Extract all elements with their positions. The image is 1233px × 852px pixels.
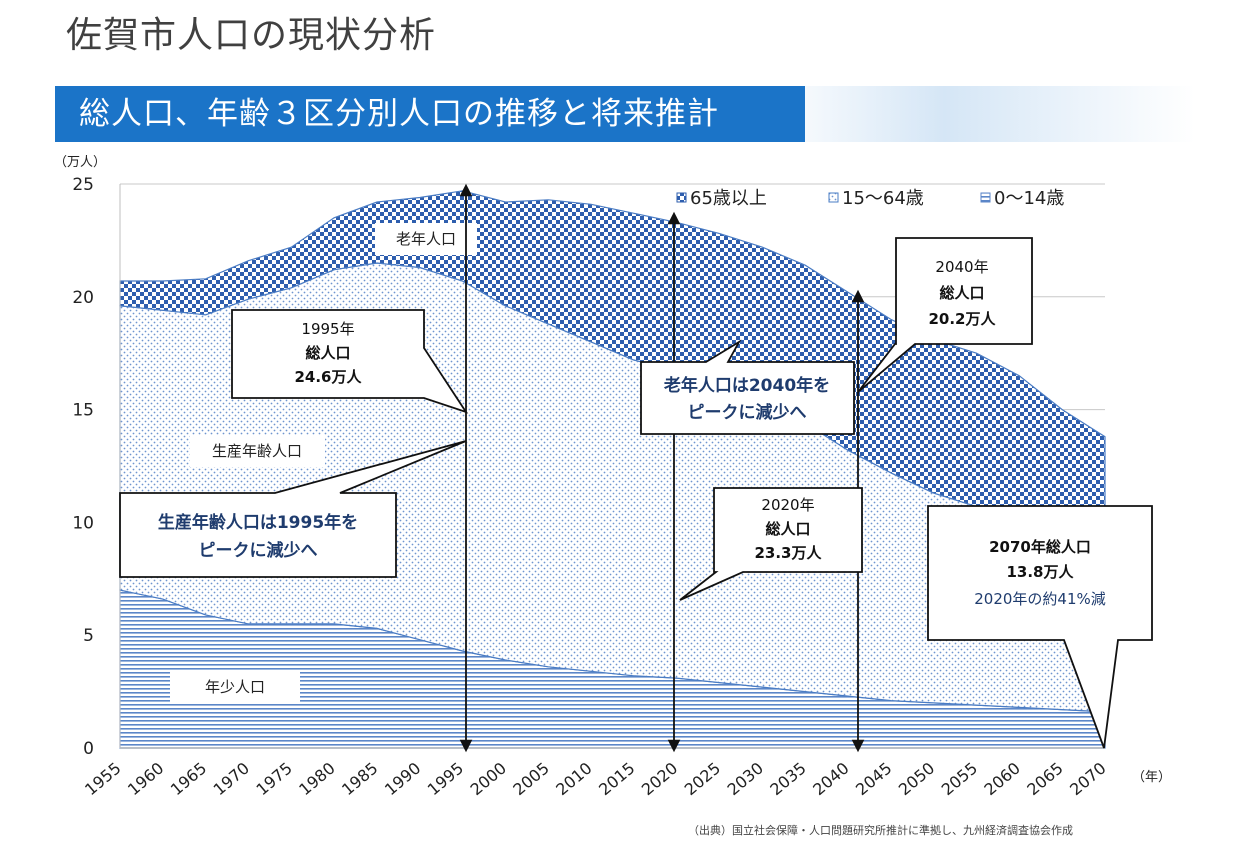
svg-text:2020年: 2020年	[761, 496, 814, 514]
svg-text:24.6万人: 24.6万人	[294, 368, 362, 386]
x-tick-label: 1985	[338, 759, 381, 800]
callout-1995-total: 1995年 総人口 24.6万人	[231, 309, 469, 414]
region-label-child: 年少人口	[170, 670, 300, 704]
x-tick-label: 2055	[938, 759, 981, 800]
x-tick-label: 2005	[509, 759, 552, 800]
callout-2070-total: 2070年総人口 13.8万人 2020年の約41%減	[927, 505, 1153, 749]
region-label-working: 生産年齢人口	[190, 435, 325, 467]
legend-label-0-14: 0〜14歳	[994, 188, 1064, 209]
x-tick-label: 1965	[167, 759, 210, 800]
svg-text:生産年齢人口は1995年を: 生産年齢人口は1995年を	[158, 512, 358, 533]
svg-text:20.2万人: 20.2万人	[928, 310, 996, 328]
legend-swatch-0-14	[980, 192, 991, 203]
x-tick-labels: 1955 1960 1965 1970 1975 1980 1985 1990 1995 2000…	[81, 759, 1109, 800]
callout-2040-total: 2040年 総人口 20.2万人	[857, 237, 1033, 393]
svg-text:老年人口: 老年人口	[396, 230, 456, 248]
svg-text:総人口: 総人口	[939, 284, 984, 302]
svg-text:1995年: 1995年	[301, 320, 354, 338]
x-tick-label: 2050	[895, 759, 938, 800]
callout-elderly-peak: 老年人口は2040年を ピークに減少へ	[640, 339, 855, 435]
legend-label-15-64: 15〜64歳	[842, 188, 924, 209]
svg-text:13.8万人: 13.8万人	[1006, 563, 1074, 581]
svg-text:23.3万人: 23.3万人	[754, 544, 822, 562]
x-tick-label: 2060	[981, 759, 1024, 800]
y-tick-labels: 0 5 10 15 20 25	[72, 175, 94, 759]
svg-text:総人口: 総人口	[305, 344, 350, 362]
legend-swatch-15-64	[828, 192, 839, 203]
svg-text:2020年の約41%減: 2020年の約41%減	[974, 590, 1106, 608]
region-label-elderly: 老年人口	[375, 223, 477, 255]
x-tick-label: 2035	[766, 759, 809, 800]
x-tick-label: 1990	[381, 759, 424, 800]
svg-text:老年人口は2040年を: 老年人口は2040年を	[663, 375, 830, 396]
x-tick-label: 2070	[1066, 759, 1109, 800]
x-tick-label: 2030	[724, 759, 767, 800]
callout-2020-total: 2020年 総人口 23.3万人	[679, 487, 863, 601]
source-note: （出典）国立社会保障・人口問題研究所推計に準拠し、九州経済調査協会作成	[688, 824, 1073, 837]
svg-text:生産年齢人口: 生産年齢人口	[212, 442, 302, 460]
x-tick-label: 1955	[81, 759, 124, 800]
svg-text:2040年: 2040年	[935, 258, 988, 276]
x-tick-label: 1975	[252, 759, 295, 800]
x-unit-label: （年）	[1132, 770, 1171, 785]
x-tick-label: 1960	[124, 759, 167, 800]
x-tick-label: 1980	[295, 759, 338, 800]
legend-swatch-65-plus	[676, 192, 687, 203]
svg-text:ピークに減少へ: ピークに減少へ	[688, 402, 807, 423]
x-tick-label: 2010	[552, 759, 595, 800]
y-tick-label: 25	[72, 175, 94, 195]
x-tick-label: 2065	[1023, 759, 1066, 800]
x-tick-label: 2025	[681, 759, 724, 800]
page-title: 佐賀市人口の現状分析	[66, 15, 437, 56]
y-unit-label: （万人）	[54, 155, 106, 170]
svg-text:2070年総人口: 2070年総人口	[989, 538, 1091, 556]
svg-text:ピークに減少へ: ピークに減少へ	[199, 540, 318, 561]
x-tick-label: 2000	[467, 759, 510, 800]
svg-text:年少人口: 年少人口	[205, 678, 265, 696]
x-tick-label: 2015	[595, 759, 638, 800]
legend-label-65-plus: 65歳以上	[690, 188, 767, 209]
y-tick-label: 10	[72, 513, 94, 533]
x-tick-label: 1995	[424, 759, 467, 800]
x-tick-label: 2040	[809, 759, 852, 800]
y-tick-label: 20	[72, 288, 94, 308]
callout-working-peak: 生産年齢人口は1995年を ピークに減少へ	[119, 440, 467, 578]
svg-text:総人口: 総人口	[765, 520, 810, 538]
x-tick-label: 2045	[852, 759, 895, 800]
y-tick-label: 0	[83, 739, 94, 759]
y-tick-label: 5	[83, 626, 94, 646]
y-tick-label: 15	[72, 401, 94, 421]
x-tick-label: 2020	[638, 759, 681, 800]
legend: 65歳以上 15〜64歳 0〜14歳	[676, 188, 1064, 209]
section-title: 総人口、年齢３区分別人口の推移と将来推計	[55, 86, 805, 142]
x-tick-label: 1970	[210, 759, 253, 800]
